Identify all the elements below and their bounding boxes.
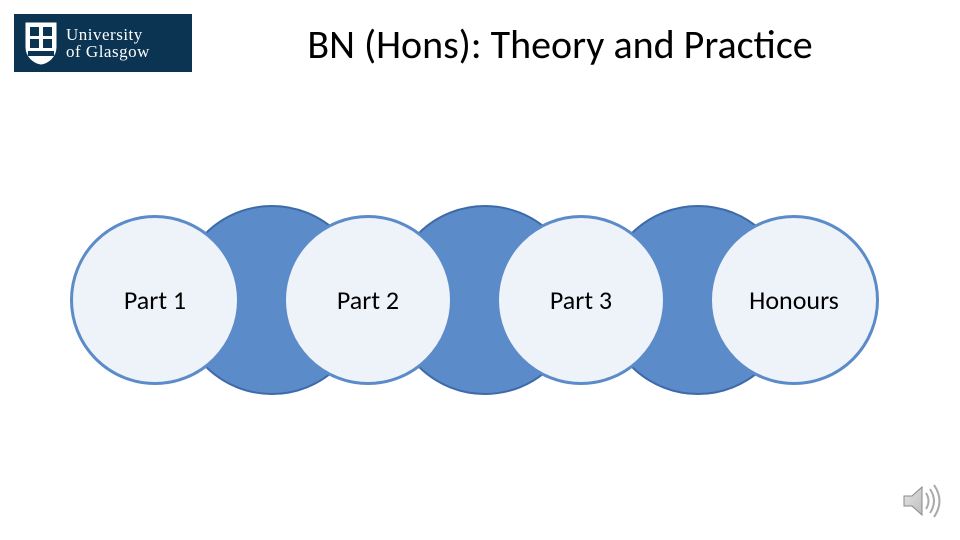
- chain-step-label: Part 2: [337, 284, 399, 316]
- page-title: BN (Hons): Theory and Practice: [200, 20, 920, 69]
- chain-step: Honours: [709, 215, 879, 385]
- university-logo: University of Glasgow: [14, 14, 192, 72]
- chain-step-label: Part 1: [124, 284, 186, 316]
- logo-of: of: [66, 42, 86, 61]
- slide: University of Glasgow BN (Hons): Theory …: [0, 0, 960, 540]
- chain-step-label: Part 3: [550, 284, 612, 316]
- speaker-icon: [900, 480, 942, 522]
- logo-text: University of Glasgow: [66, 26, 150, 60]
- chain-step: Part 2: [283, 215, 453, 385]
- logo-line2: Glasgow: [86, 42, 150, 61]
- crest-icon: [24, 21, 58, 65]
- process-chain: Part 1 Part 2 Part 3 Honours: [70, 200, 910, 400]
- chain-step: Part 1: [70, 215, 240, 385]
- chain-step: Part 3: [496, 215, 666, 385]
- chain-step-label: Honours: [749, 284, 839, 316]
